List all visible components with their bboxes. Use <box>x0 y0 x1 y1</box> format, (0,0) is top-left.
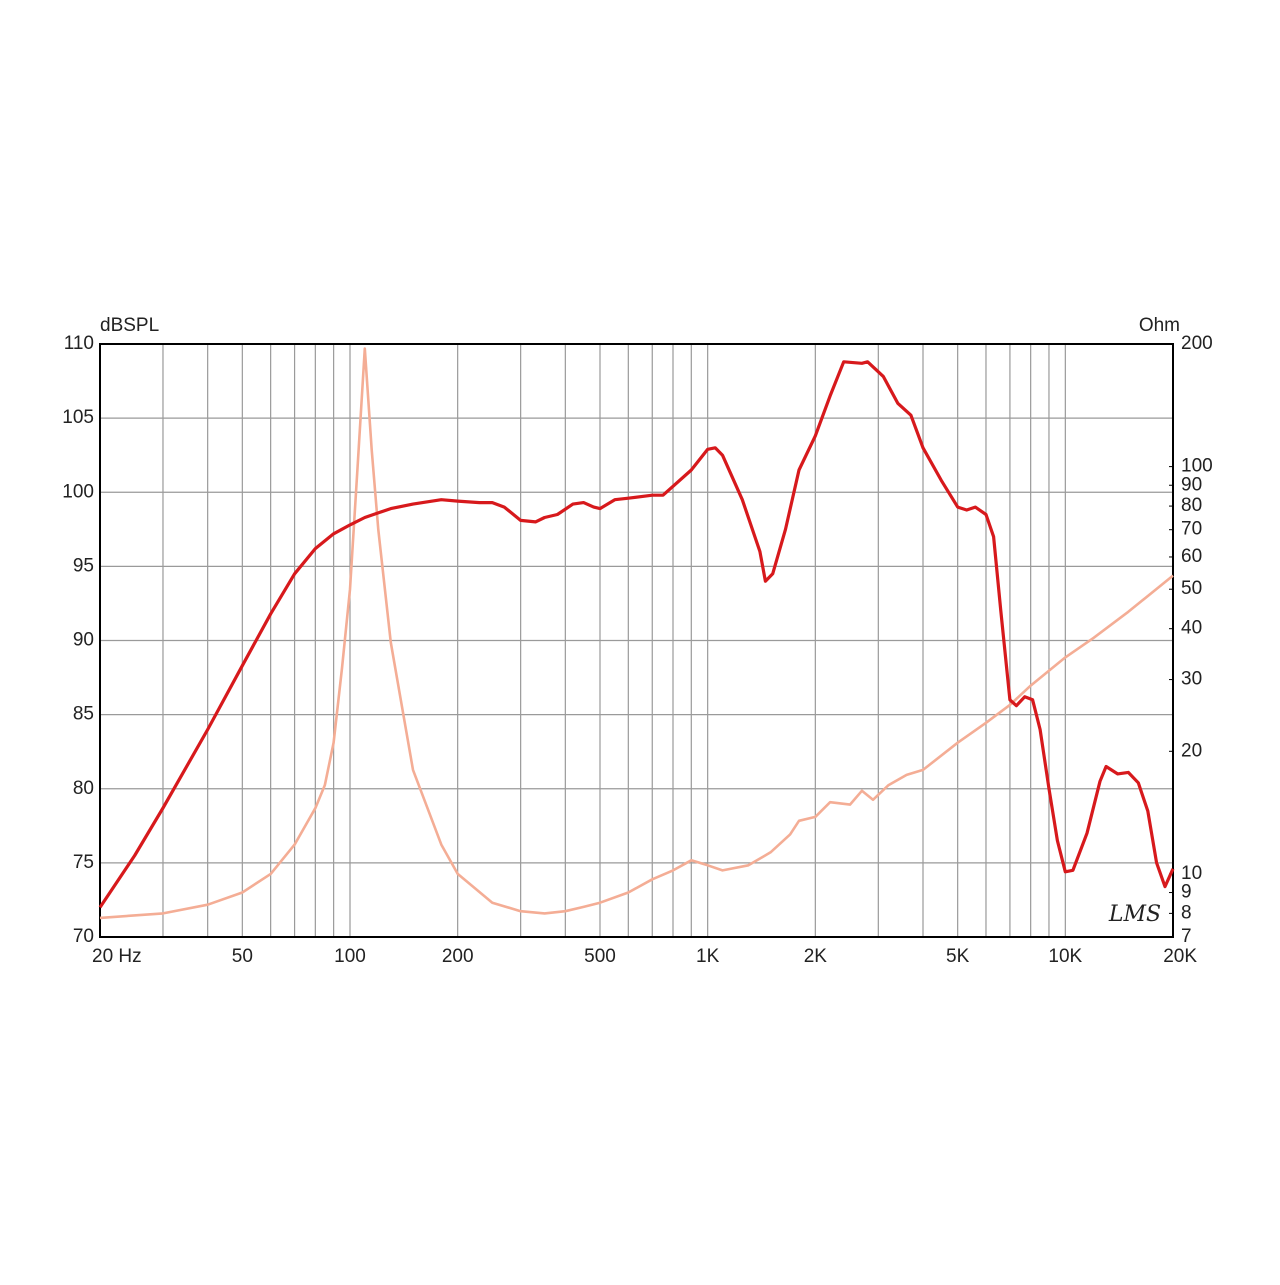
y-tick-label: 110 <box>64 333 94 354</box>
y-tick-label: 95 <box>73 555 94 576</box>
y2-tick-label: 30 <box>1181 669 1202 690</box>
x-tick-label: 50 <box>232 946 253 967</box>
y2-tick-label: 90 <box>1181 474 1202 495</box>
x-tick-label: 20 Hz <box>92 946 142 967</box>
x-tick-label: 2K <box>804 946 828 967</box>
series-line <box>99 347 1174 920</box>
y-tick-label: 90 <box>73 630 94 651</box>
y-axis-label: dBSPL <box>100 315 159 336</box>
y2-tick-label: 200 <box>1181 333 1213 354</box>
x-tick-label: 1K <box>696 946 720 967</box>
y2-tick-label: 60 <box>1181 546 1202 567</box>
y2-tick-label: 20 <box>1181 740 1202 761</box>
y-tick-label: 105 <box>62 407 94 428</box>
x-tick-label: 500 <box>584 946 616 967</box>
y-tick-label: 70 <box>73 926 94 947</box>
y2-tick-label: 70 <box>1181 519 1202 540</box>
y2-tick-label: 7 <box>1181 926 1192 947</box>
y2-tick-label: 80 <box>1181 495 1202 516</box>
y-tick-label: 80 <box>73 778 94 799</box>
y-tick-label: 85 <box>73 704 94 725</box>
y2-tick-label: 100 <box>1181 456 1213 477</box>
annotation: LMS <box>1108 902 1161 927</box>
x-tick-label: 5K <box>946 946 970 967</box>
y2-tick-label: 50 <box>1181 578 1202 599</box>
y2-tick-label: 10 <box>1181 863 1202 884</box>
x-tick-label: 20K <box>1163 946 1197 967</box>
x-tick-label: 200 <box>442 946 474 967</box>
x-tick-label: 100 <box>334 946 366 967</box>
y2-axis-label: Ohm <box>1139 315 1180 336</box>
y-tick-label: 100 <box>62 481 94 502</box>
y2-tick-label: 40 <box>1181 618 1202 639</box>
y2-tick-label: 8 <box>1181 902 1192 923</box>
y-tick-label: 75 <box>73 852 94 873</box>
y2-tick-label: 9 <box>1181 882 1192 903</box>
x-tick-label: 10K <box>1048 946 1082 967</box>
plot-frame <box>99 343 1174 938</box>
series-line <box>98 360 1175 909</box>
